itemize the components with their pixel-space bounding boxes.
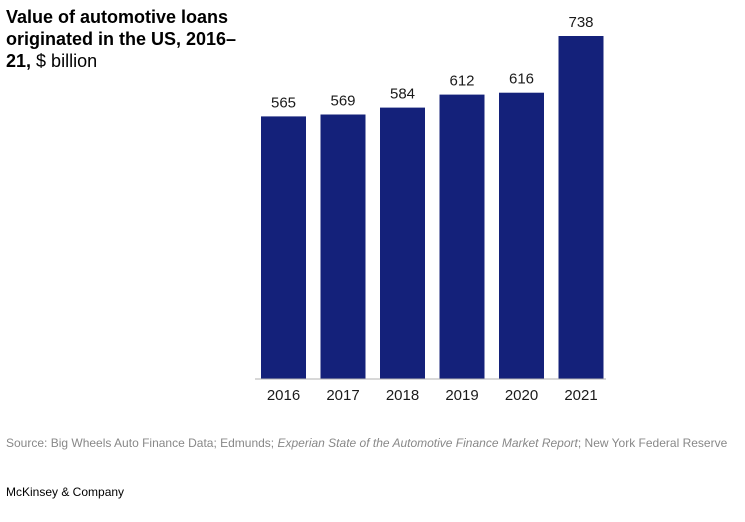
chart-title-text: Value of automotive loans originated in … xyxy=(6,7,237,71)
bar-2020 xyxy=(499,92,544,379)
bars-group xyxy=(261,36,604,380)
value-label-2016: 565 xyxy=(271,94,296,111)
x-tick-label-2016: 2016 xyxy=(267,387,300,404)
x-tick-label-2017: 2017 xyxy=(326,387,359,404)
value-label-2018: 584 xyxy=(390,86,415,103)
value-label-2019: 612 xyxy=(449,73,474,90)
source-suffix: ; New York Federal Reserve xyxy=(577,436,728,450)
source-italic-report: Experian State of the Automotive Finance… xyxy=(277,436,578,450)
value-label-2017: 569 xyxy=(330,93,355,110)
source-prefix: Source: Big Wheels Auto Finance Data; Ed… xyxy=(6,436,278,450)
x-tick-label-2020: 2020 xyxy=(505,387,538,404)
bar-2021 xyxy=(558,36,604,379)
value-label-2020: 616 xyxy=(509,71,534,88)
x-tick-label-2019: 2019 xyxy=(445,387,478,404)
chart-title: Value of automotive loans originated in … xyxy=(6,6,246,72)
value-label-2021: 738 xyxy=(568,14,593,31)
bar-2016 xyxy=(261,116,306,380)
x-tick-label-2018: 2018 xyxy=(386,387,419,404)
chart-unit: $ billion xyxy=(36,51,98,71)
x-tick-labels-group: 2016 2017 2018 2019 2020 2021 xyxy=(267,387,598,404)
value-labels-group: 565 569 584 612 616 738 xyxy=(271,14,594,111)
bar-2018 xyxy=(380,107,425,379)
bar-2019 xyxy=(439,94,485,379)
bar-2017 xyxy=(320,114,366,379)
source-note: Source: Big Wheels Auto Finance Data; Ed… xyxy=(6,436,745,450)
brand-logo-text: McKinsey & Company xyxy=(6,485,125,499)
x-tick-label-2021: 2021 xyxy=(564,387,597,404)
